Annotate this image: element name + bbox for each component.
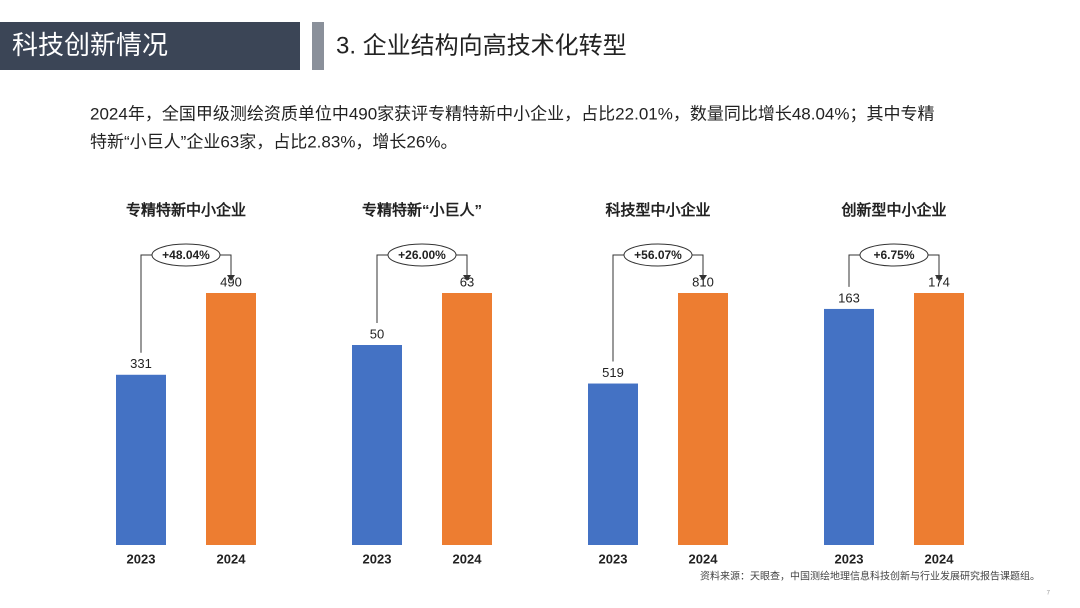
x-tick-label: 2024 [689,551,719,566]
growth-arrowhead [227,275,235,281]
bar [588,383,638,545]
growth-arrowhead [699,275,707,281]
x-tick-label: 2023 [599,551,628,566]
page-number: 7 [1047,591,1051,597]
section-banner [0,22,300,70]
x-tick-label: 2024 [217,551,247,566]
x-tick-label: 2023 [363,551,392,566]
value-label: 519 [602,365,624,380]
chart-title: 创新型中小企业 [840,201,946,219]
growth-label: +48.04% [162,248,210,262]
value-label: 174 [928,274,950,289]
bar [824,308,874,545]
bar [678,293,728,545]
growth-arrowhead [463,275,471,281]
growth-bubble [151,243,221,267]
bar [206,293,256,545]
source-note: 资料来源：天眼查，中国测绘地理信息科技创新与行业发展研究报告课题组。 [700,570,1040,583]
growth-label: +6.75% [873,248,914,262]
bar [352,345,402,545]
x-tick-label: 2023 [127,551,156,566]
bar [116,374,166,545]
growth-label: +26.00% [398,248,446,262]
growth-connector [848,254,940,287]
bar [914,293,964,545]
chart-title: 专精特新“小巨人” [362,201,482,219]
slide-title: 3. 企业结构向高技术化转型 [336,32,627,59]
value-label: 490 [220,274,242,289]
section-title: 科技创新情况 [12,30,168,60]
growth-bubble [859,243,929,267]
value-label: 810 [692,274,714,289]
x-tick-label: 2024 [453,551,483,566]
summary-line: 2024年，全国甲级测绘资质单位中490家获评专精特新中小企业，占比22.01%… [90,104,935,123]
chart-title: 专精特新中小企业 [126,201,246,219]
growth-connector [376,254,468,323]
growth-connector [612,254,704,362]
x-tick-label: 2023 [835,551,864,566]
growth-arrowhead [935,275,943,281]
value-label: 163 [838,290,860,305]
value-label: 331 [130,356,152,371]
chart-title: 科技型中小企业 [605,201,710,219]
growth-label: +56.07% [634,248,682,262]
growth-bubble [387,243,457,267]
bar [442,293,492,545]
summary-line: 特新“小巨人”企业63家，占比2.83%，增长26%。 [90,132,457,151]
growth-bubble [623,243,693,267]
value-label: 63 [460,274,474,289]
title-marker [312,22,324,70]
value-label: 50 [370,326,384,341]
growth-connector [140,254,232,353]
x-tick-label: 2024 [925,551,955,566]
